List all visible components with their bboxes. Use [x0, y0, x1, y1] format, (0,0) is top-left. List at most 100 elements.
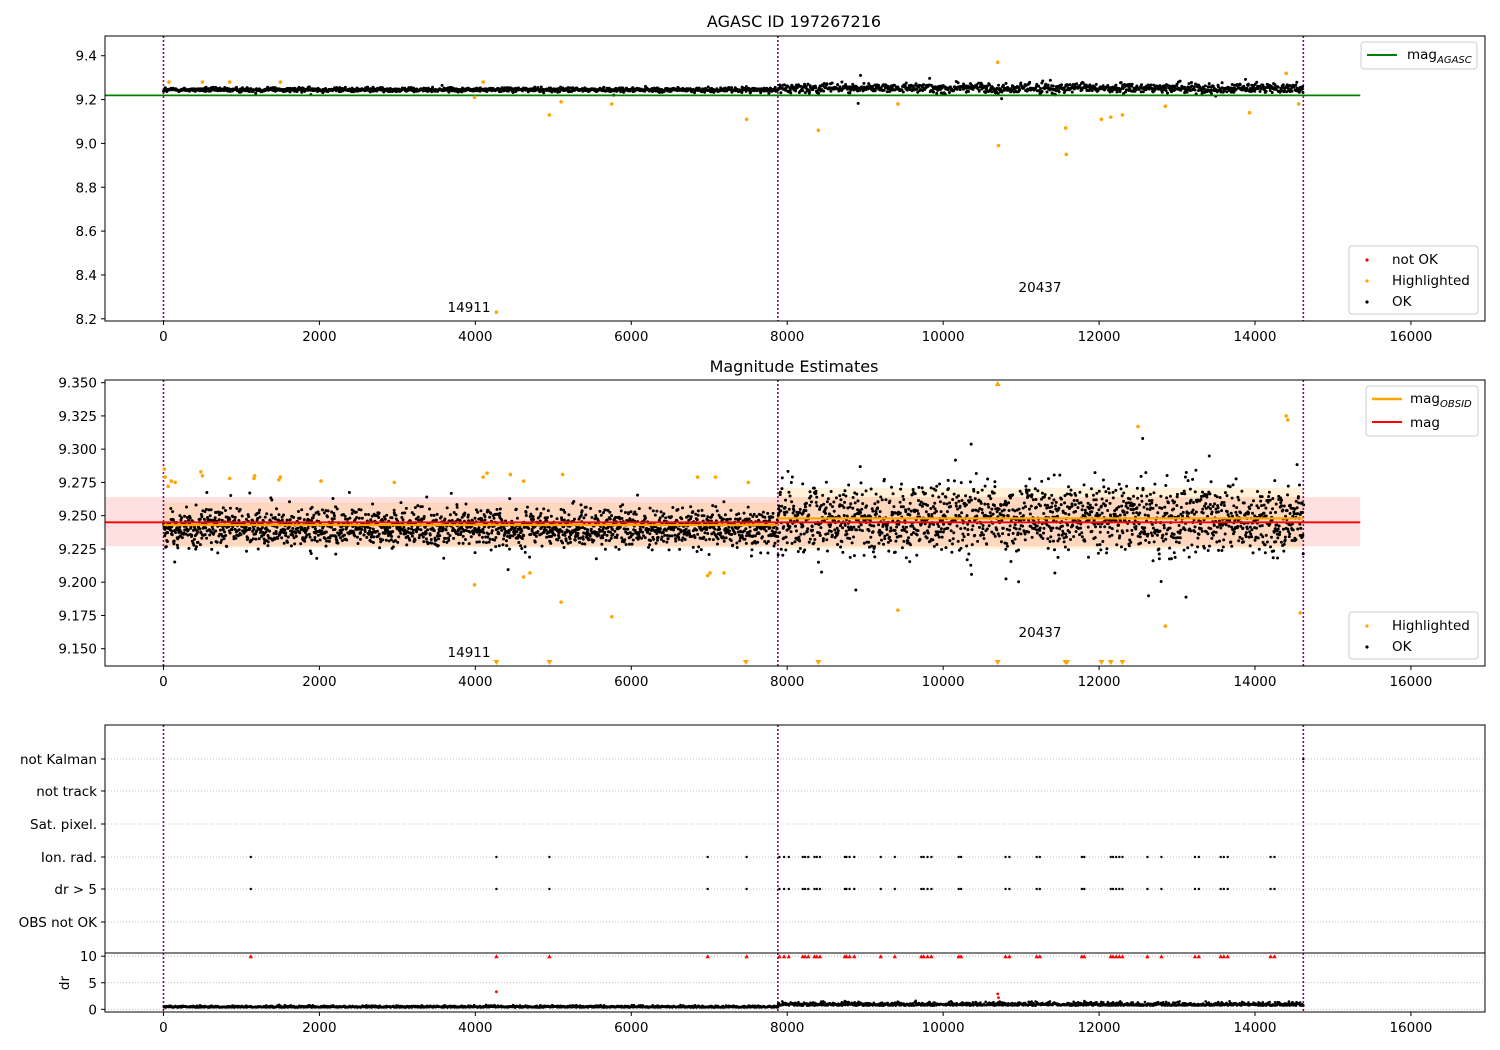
ok-point [787, 507, 791, 511]
ok-point [731, 543, 735, 547]
ok-point [1040, 491, 1044, 495]
ok-point [785, 541, 789, 545]
ok-point [562, 518, 566, 522]
ok-point [960, 511, 964, 515]
ok-point [1038, 529, 1042, 533]
ok-point [848, 91, 852, 95]
ok-point [650, 548, 654, 552]
ok-point [833, 528, 837, 532]
ok-point [811, 528, 815, 532]
ok-point [1038, 504, 1042, 508]
ok-point [480, 535, 484, 539]
ok-point [665, 540, 669, 544]
ok-point [993, 485, 997, 489]
y-tick-label: 8.2 [76, 312, 97, 328]
not-ok-legend-marker [1365, 258, 1369, 262]
ok-point [192, 537, 196, 541]
ok-point [966, 532, 970, 536]
ok-point [850, 527, 854, 531]
ok-point [993, 534, 997, 538]
ok-point [392, 508, 396, 512]
ok-point [856, 101, 860, 105]
ok-point [763, 515, 767, 519]
ok-point [1027, 507, 1031, 511]
agasc-panel: AGASC ID 197267216 0 2000 4000 6000 8000 1000… [76, 12, 1486, 345]
ok-point [970, 528, 974, 532]
ok-point [852, 554, 856, 558]
ok-point [390, 516, 394, 520]
ok-point [853, 501, 857, 505]
ok-point [1245, 86, 1249, 90]
ok-point [362, 533, 366, 537]
ok-point [317, 512, 321, 516]
ok-point [1040, 89, 1044, 93]
ok-point [348, 516, 352, 520]
ok-point [643, 536, 647, 540]
ok-point [448, 513, 452, 517]
ok-point [420, 505, 424, 509]
ok-point [695, 528, 699, 532]
ok-point [790, 541, 794, 545]
highlighted-legend-marker [1365, 279, 1369, 283]
ok-point [1013, 537, 1017, 541]
ok-point [235, 506, 239, 510]
ok-point [208, 514, 212, 518]
ok-point [782, 83, 786, 87]
ok-point [935, 91, 939, 95]
ok-point [851, 495, 855, 499]
ok-point [877, 83, 881, 87]
ok-point [713, 527, 717, 531]
ok-point [1007, 509, 1011, 513]
ok-point [843, 500, 847, 504]
ok-point [792, 504, 796, 508]
ok-point [647, 545, 651, 549]
ok-point [806, 82, 810, 86]
ok-point [1139, 83, 1143, 87]
ok-point [829, 89, 833, 93]
ok-point [809, 500, 813, 504]
ok-point [647, 527, 651, 531]
ok-point [981, 533, 985, 537]
ok-point [794, 89, 798, 93]
ok-point [172, 542, 176, 546]
y-tick-label: 9.4 [76, 49, 97, 65]
ok-point [744, 541, 748, 545]
ok-point [419, 528, 423, 532]
ok-point [931, 538, 935, 542]
ok-point [1209, 91, 1213, 95]
ok-point [286, 535, 290, 539]
ok-point [439, 515, 443, 519]
ok-point [372, 535, 376, 539]
ok-point [560, 518, 564, 522]
highlighted-point [494, 310, 499, 315]
x-tick-label: 10000 [922, 329, 965, 345]
ok-point [822, 89, 826, 93]
ok-point [823, 511, 827, 515]
ok-point [513, 532, 517, 536]
ok-point [812, 541, 816, 545]
ok-point [296, 510, 300, 514]
ok-point [977, 525, 981, 529]
ok-point [816, 547, 820, 551]
ok-point [525, 505, 529, 509]
ok-point [660, 535, 664, 539]
ok-point [343, 85, 347, 89]
ok-point [756, 540, 760, 544]
ok-point [169, 506, 173, 510]
ok-point [582, 516, 586, 520]
ok-point [790, 475, 794, 479]
ok-point [856, 499, 860, 503]
ok-point [794, 529, 798, 533]
ok-point [980, 488, 984, 492]
ok-point [940, 535, 944, 539]
ok-point [220, 518, 224, 522]
magnitude-estimates-title: Magnitude Estimates [710, 357, 879, 376]
ok-point [937, 535, 941, 539]
ok-point [915, 509, 919, 513]
ok-point [589, 527, 593, 531]
ok-point [969, 498, 973, 502]
ok-point [228, 517, 232, 521]
ok-point [514, 507, 518, 511]
ok-point [671, 505, 675, 509]
ok-point [1060, 83, 1064, 87]
